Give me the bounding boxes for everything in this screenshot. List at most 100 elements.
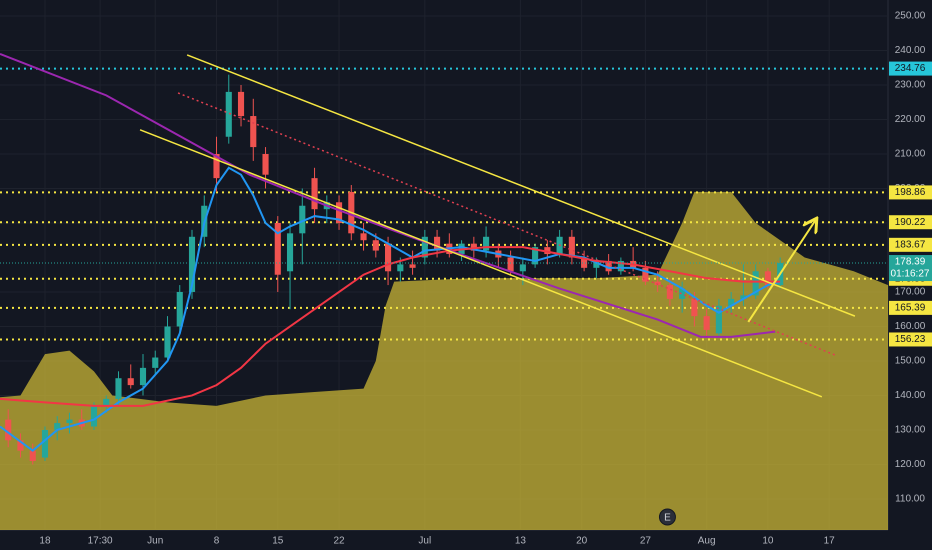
candle-body <box>311 178 318 210</box>
level-label: 165.39 <box>895 303 926 314</box>
candle-body <box>679 288 686 299</box>
x-tick-label: 10 <box>762 536 774 547</box>
candle-body <box>715 305 722 334</box>
candle-body <box>139 367 147 386</box>
x-tick-label: 15 <box>272 536 284 547</box>
y-tick-label: 210.00 <box>895 149 926 160</box>
candle-body <box>434 236 441 251</box>
event-marker <box>658 508 676 526</box>
last-price-label: 178.39 <box>895 257 926 268</box>
candle-body <box>41 429 49 458</box>
y-tick-label: 250.00 <box>895 11 926 22</box>
moving-average-line <box>0 166 781 452</box>
candle-body <box>581 257 588 268</box>
x-tick-label: 17 <box>824 536 836 547</box>
event-label: E <box>664 513 671 524</box>
candle-body <box>691 298 698 317</box>
candle-body <box>507 257 514 272</box>
candle-body <box>115 378 122 399</box>
candle-body <box>29 450 36 462</box>
candle-body <box>237 91 245 117</box>
last-price-badge <box>889 255 932 282</box>
candle-body <box>176 291 183 327</box>
level-label: 234.76 <box>895 63 926 74</box>
x-tick-label: 27 <box>640 536 652 547</box>
y-tick-label: 130.00 <box>895 425 926 436</box>
level-badge <box>889 61 932 76</box>
candle-body <box>728 298 735 306</box>
candle-body <box>17 440 24 451</box>
y-tick-label: 170.00 <box>895 287 926 298</box>
cloud-area <box>0 191 888 530</box>
level-label: 198.86 <box>895 187 926 198</box>
candle-body <box>127 378 134 386</box>
candle-body <box>299 205 306 234</box>
candle-body <box>764 271 771 286</box>
annotation-arrow <box>747 220 815 323</box>
candle-body <box>103 398 110 406</box>
level-badge <box>889 237 932 252</box>
y-tick-label: 240.00 <box>895 45 926 56</box>
level-label: 190.22 <box>895 217 926 228</box>
candle-body <box>188 236 196 292</box>
candle-body <box>152 357 159 368</box>
candle-body <box>544 247 551 255</box>
y-tick-label: 220.00 <box>895 114 926 125</box>
candle-body <box>213 153 220 179</box>
y-tick-label: 230.00 <box>895 80 926 91</box>
level-label: 156.23 <box>895 334 926 345</box>
y-tick-label: 120.00 <box>895 459 926 470</box>
x-tick-label: 18 <box>39 536 51 547</box>
candle-body <box>225 91 232 137</box>
candle-body <box>752 271 759 296</box>
candle-body <box>360 233 367 241</box>
level-badge <box>889 300 932 315</box>
countdown-label: 01:16:27 <box>891 269 930 280</box>
candle-body <box>666 285 673 299</box>
candle-body <box>703 316 710 330</box>
moving-average-line <box>0 246 781 407</box>
candle-body <box>164 326 171 358</box>
x-tick-label: 13 <box>515 536 527 547</box>
candle-body <box>90 405 98 427</box>
candle-body <box>740 295 747 299</box>
candle-body <box>250 116 257 148</box>
candle-body <box>397 264 404 272</box>
x-tick-label: 8 <box>214 536 220 547</box>
x-tick-label: Aug <box>698 536 716 547</box>
y-tick-label: 160.00 <box>895 321 926 332</box>
moving-average-line <box>0 53 776 338</box>
x-tick-label: 22 <box>333 536 345 547</box>
candle-body <box>335 202 343 223</box>
x-tick-label: 17:30 <box>88 536 113 547</box>
candle-body <box>5 419 12 441</box>
candle-body <box>421 236 428 258</box>
level-badge <box>889 215 932 230</box>
candle-body <box>605 260 612 272</box>
x-tick-label: 20 <box>576 536 588 547</box>
level-badge <box>889 185 932 200</box>
x-tick-label: Jul <box>418 536 431 547</box>
candle-body <box>642 267 649 282</box>
level-label: 183.67 <box>895 239 926 250</box>
x-tick-label: Jun <box>147 536 163 547</box>
candle-body <box>385 243 392 272</box>
candle-body <box>262 153 269 175</box>
candle-body <box>286 233 294 272</box>
y-tick-label: 110.00 <box>895 494 925 505</box>
candle-body <box>654 281 661 286</box>
candle-body <box>532 247 539 265</box>
candle-body <box>568 236 575 258</box>
y-tick-label: 150.00 <box>895 356 926 367</box>
candle-body <box>470 243 477 251</box>
candle-body <box>617 260 624 272</box>
candle-body <box>274 222 281 275</box>
candle-body <box>372 240 379 251</box>
candle-body <box>66 419 73 424</box>
candle-body <box>483 236 490 251</box>
candle-body <box>593 260 600 268</box>
trend-line <box>186 54 856 317</box>
candle-body <box>409 264 416 268</box>
